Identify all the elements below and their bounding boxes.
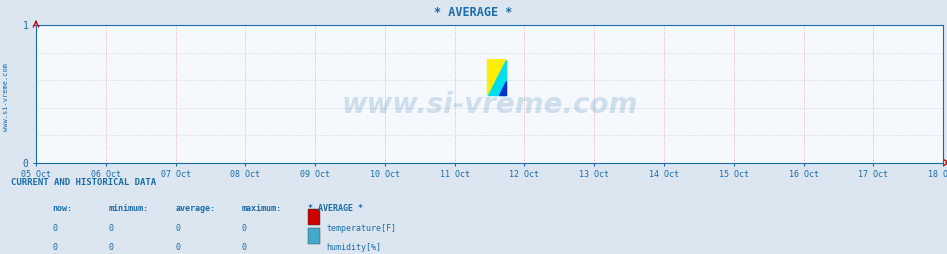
Text: humidity[%]: humidity[%] xyxy=(327,243,382,251)
Text: 0: 0 xyxy=(52,243,57,251)
Polygon shape xyxy=(488,60,506,95)
Text: 0: 0 xyxy=(241,224,246,232)
Text: now:: now: xyxy=(52,204,72,213)
Text: 0: 0 xyxy=(109,243,114,251)
Text: average:: average: xyxy=(175,204,215,213)
Text: minimum:: minimum: xyxy=(109,204,149,213)
Text: www.si-vreme.com: www.si-vreme.com xyxy=(3,62,9,131)
Text: 0: 0 xyxy=(109,224,114,232)
Text: 0: 0 xyxy=(241,243,246,251)
Polygon shape xyxy=(488,60,506,95)
Text: 0: 0 xyxy=(52,224,57,232)
Text: www.si-vreme.com: www.si-vreme.com xyxy=(341,91,638,119)
Text: 0: 0 xyxy=(175,224,180,232)
Text: * AVERAGE *: * AVERAGE * xyxy=(308,204,363,213)
Text: CURRENT AND HISTORICAL DATA: CURRENT AND HISTORICAL DATA xyxy=(11,178,156,187)
Text: 0: 0 xyxy=(175,243,180,251)
Text: * AVERAGE *: * AVERAGE * xyxy=(435,6,512,19)
Text: maximum:: maximum: xyxy=(241,204,281,213)
Polygon shape xyxy=(499,81,506,95)
Text: temperature[F]: temperature[F] xyxy=(327,224,397,232)
